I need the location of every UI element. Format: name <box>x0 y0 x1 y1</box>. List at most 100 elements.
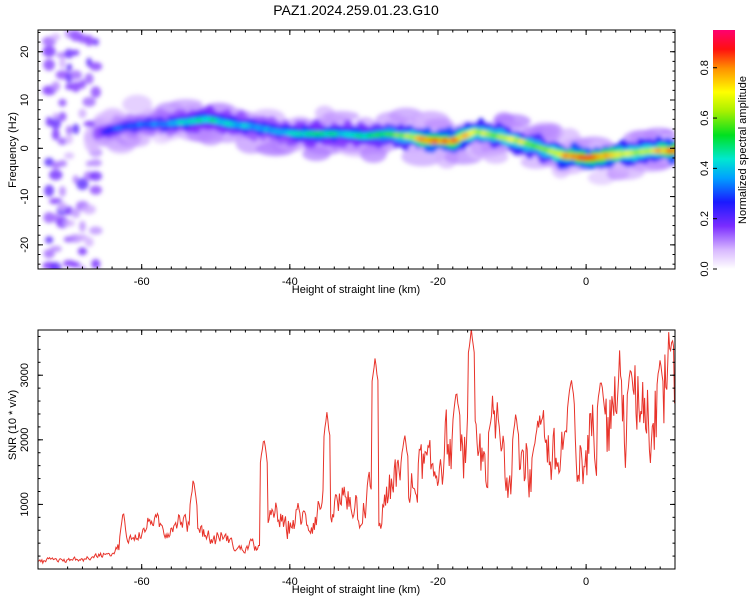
heatmap-cell <box>57 160 68 167</box>
heatmap-cell <box>493 114 531 129</box>
heatmap-cell <box>91 259 101 269</box>
heatmap-cell <box>84 237 94 247</box>
snr-ylabel: SNR (10 * v/v) <box>7 390 19 460</box>
y-tick-label: 2000 <box>19 428 31 452</box>
heatmap-cell <box>65 205 73 216</box>
y-tick-label: -20 <box>19 237 31 253</box>
heatmap-cell <box>66 63 73 72</box>
x-tick-label: 0 <box>583 576 589 588</box>
heatmap-cell <box>70 261 81 268</box>
heatmap-cell <box>65 83 74 90</box>
colorbar-ticks: 0.0 0.2 0.4 0.6 0.8 <box>699 60 717 277</box>
x-tick-label: 0 <box>583 276 589 288</box>
heatmap-cell <box>77 233 88 242</box>
heatmap-cell <box>42 45 56 58</box>
heatmap-cell <box>58 186 66 197</box>
x-tick-label: -20 <box>430 576 446 588</box>
heatmap-cell <box>58 111 67 122</box>
heatmap-cell <box>84 73 94 85</box>
heatmap-cell <box>83 120 95 128</box>
heatmap-cell <box>51 128 60 141</box>
figure-title: PAZ1.2024.259.01.23.G10 <box>273 2 439 18</box>
heatmap-cell <box>49 169 63 181</box>
heatmap-cell <box>92 38 100 46</box>
heatmap-cell <box>670 148 675 154</box>
heatmap-cell <box>49 245 62 253</box>
heatmap-cell <box>50 261 62 269</box>
heatmap-cell <box>57 201 68 211</box>
colorbar-label: Normalized spectral amplitude <box>737 76 749 224</box>
y-tick-label: 10 <box>19 94 31 106</box>
heatmap-cell <box>70 81 81 93</box>
spectrogram-xlabel: Height of straight line (km) <box>292 284 420 296</box>
x-tick-label: -40 <box>282 576 298 588</box>
heatmap-marks <box>42 30 675 269</box>
heatmap-cell <box>44 184 55 197</box>
colorbar-gradient <box>713 30 735 269</box>
heatmap-cell <box>43 58 55 71</box>
snr-ticks: -60 -40 -20 0 1000 2000 3000 <box>19 330 675 588</box>
x-tick-label: -40 <box>282 276 298 288</box>
colorbar-tick-label: 0.6 <box>699 110 711 125</box>
y-tick-label: -10 <box>19 189 31 205</box>
heatmap-cell <box>78 108 87 119</box>
heatmap-cell <box>72 123 80 135</box>
heatmap-cell <box>69 70 82 80</box>
y-tick-label: 0 <box>19 145 31 151</box>
x-tick-label: -60 <box>134 576 150 588</box>
heatmap-cell <box>89 171 103 181</box>
heatmap-cell <box>50 33 61 41</box>
heatmap-cell <box>89 62 103 71</box>
heatmap-cell <box>84 35 94 47</box>
heatmap-cell <box>89 185 102 195</box>
colorbar-tick-label: 0.4 <box>699 161 711 176</box>
heatmap-cell <box>77 247 88 256</box>
heatmap-cell <box>49 197 63 205</box>
heatmap-cell <box>58 98 67 107</box>
snr-frame <box>37 329 676 570</box>
spectrogram-frame <box>37 29 676 270</box>
colorbar-tick-label: 0.2 <box>699 211 711 226</box>
heatmap-cell <box>63 152 75 160</box>
heatmap-cell <box>65 133 73 145</box>
heatmap-cell <box>76 178 89 190</box>
snr-panel: -60 -40 -20 0 1000 2000 3000 Height of straigh… <box>7 329 676 596</box>
heatmap-cell <box>89 159 102 167</box>
heatmap-cell <box>77 33 87 44</box>
heatmap-cell <box>79 220 86 233</box>
y-tick-label: 1000 <box>19 492 31 516</box>
x-tick-label: -20 <box>430 276 446 288</box>
x-tick-label: -60 <box>134 276 150 288</box>
heatmap-cell <box>50 117 61 130</box>
heatmap-cell <box>82 96 96 107</box>
spectrogram-ylabel: Frequency (Hz) <box>7 112 19 188</box>
heatmap-cell <box>45 236 54 244</box>
heatmap-cell <box>59 57 66 69</box>
spectrogram-ticks: -60 -40 -20 0 -20 -10 0 10 20 <box>19 30 675 288</box>
heatmap-cell <box>64 48 74 59</box>
colorbar-tick-label: 0.0 <box>699 261 711 276</box>
heatmap-cell <box>43 248 55 259</box>
heatmap-cell <box>52 112 60 120</box>
heatmap-cell <box>72 49 80 56</box>
y-tick-label: 20 <box>19 46 31 58</box>
heatmap-cell <box>122 94 153 114</box>
heatmap-cell <box>71 208 81 219</box>
heatmap-cell <box>63 219 76 227</box>
heatmap-cell <box>89 226 103 235</box>
spectrogram-panel: -60 -40 -20 0 -20 -10 0 10 20 Height of straight… <box>7 29 676 296</box>
heatmap-cell <box>57 137 68 146</box>
heatmap-cell <box>322 110 360 122</box>
snr-xlabel: Height of straight line (km) <box>292 584 420 596</box>
colorbar-tick-label: 0.8 <box>699 60 711 75</box>
colorbar: 0.0 0.2 0.4 0.6 0.8 Normalized spectral ampl… <box>699 30 749 277</box>
heatmap-cell <box>78 79 87 89</box>
snr-series-line <box>38 330 675 565</box>
heatmap-cell <box>90 86 101 98</box>
heatmap-cell <box>65 125 73 135</box>
heatmap-cell <box>483 150 509 164</box>
heatmap-cell <box>51 81 61 92</box>
y-tick-label: 3000 <box>19 363 31 387</box>
heatmap-cell <box>82 204 96 215</box>
